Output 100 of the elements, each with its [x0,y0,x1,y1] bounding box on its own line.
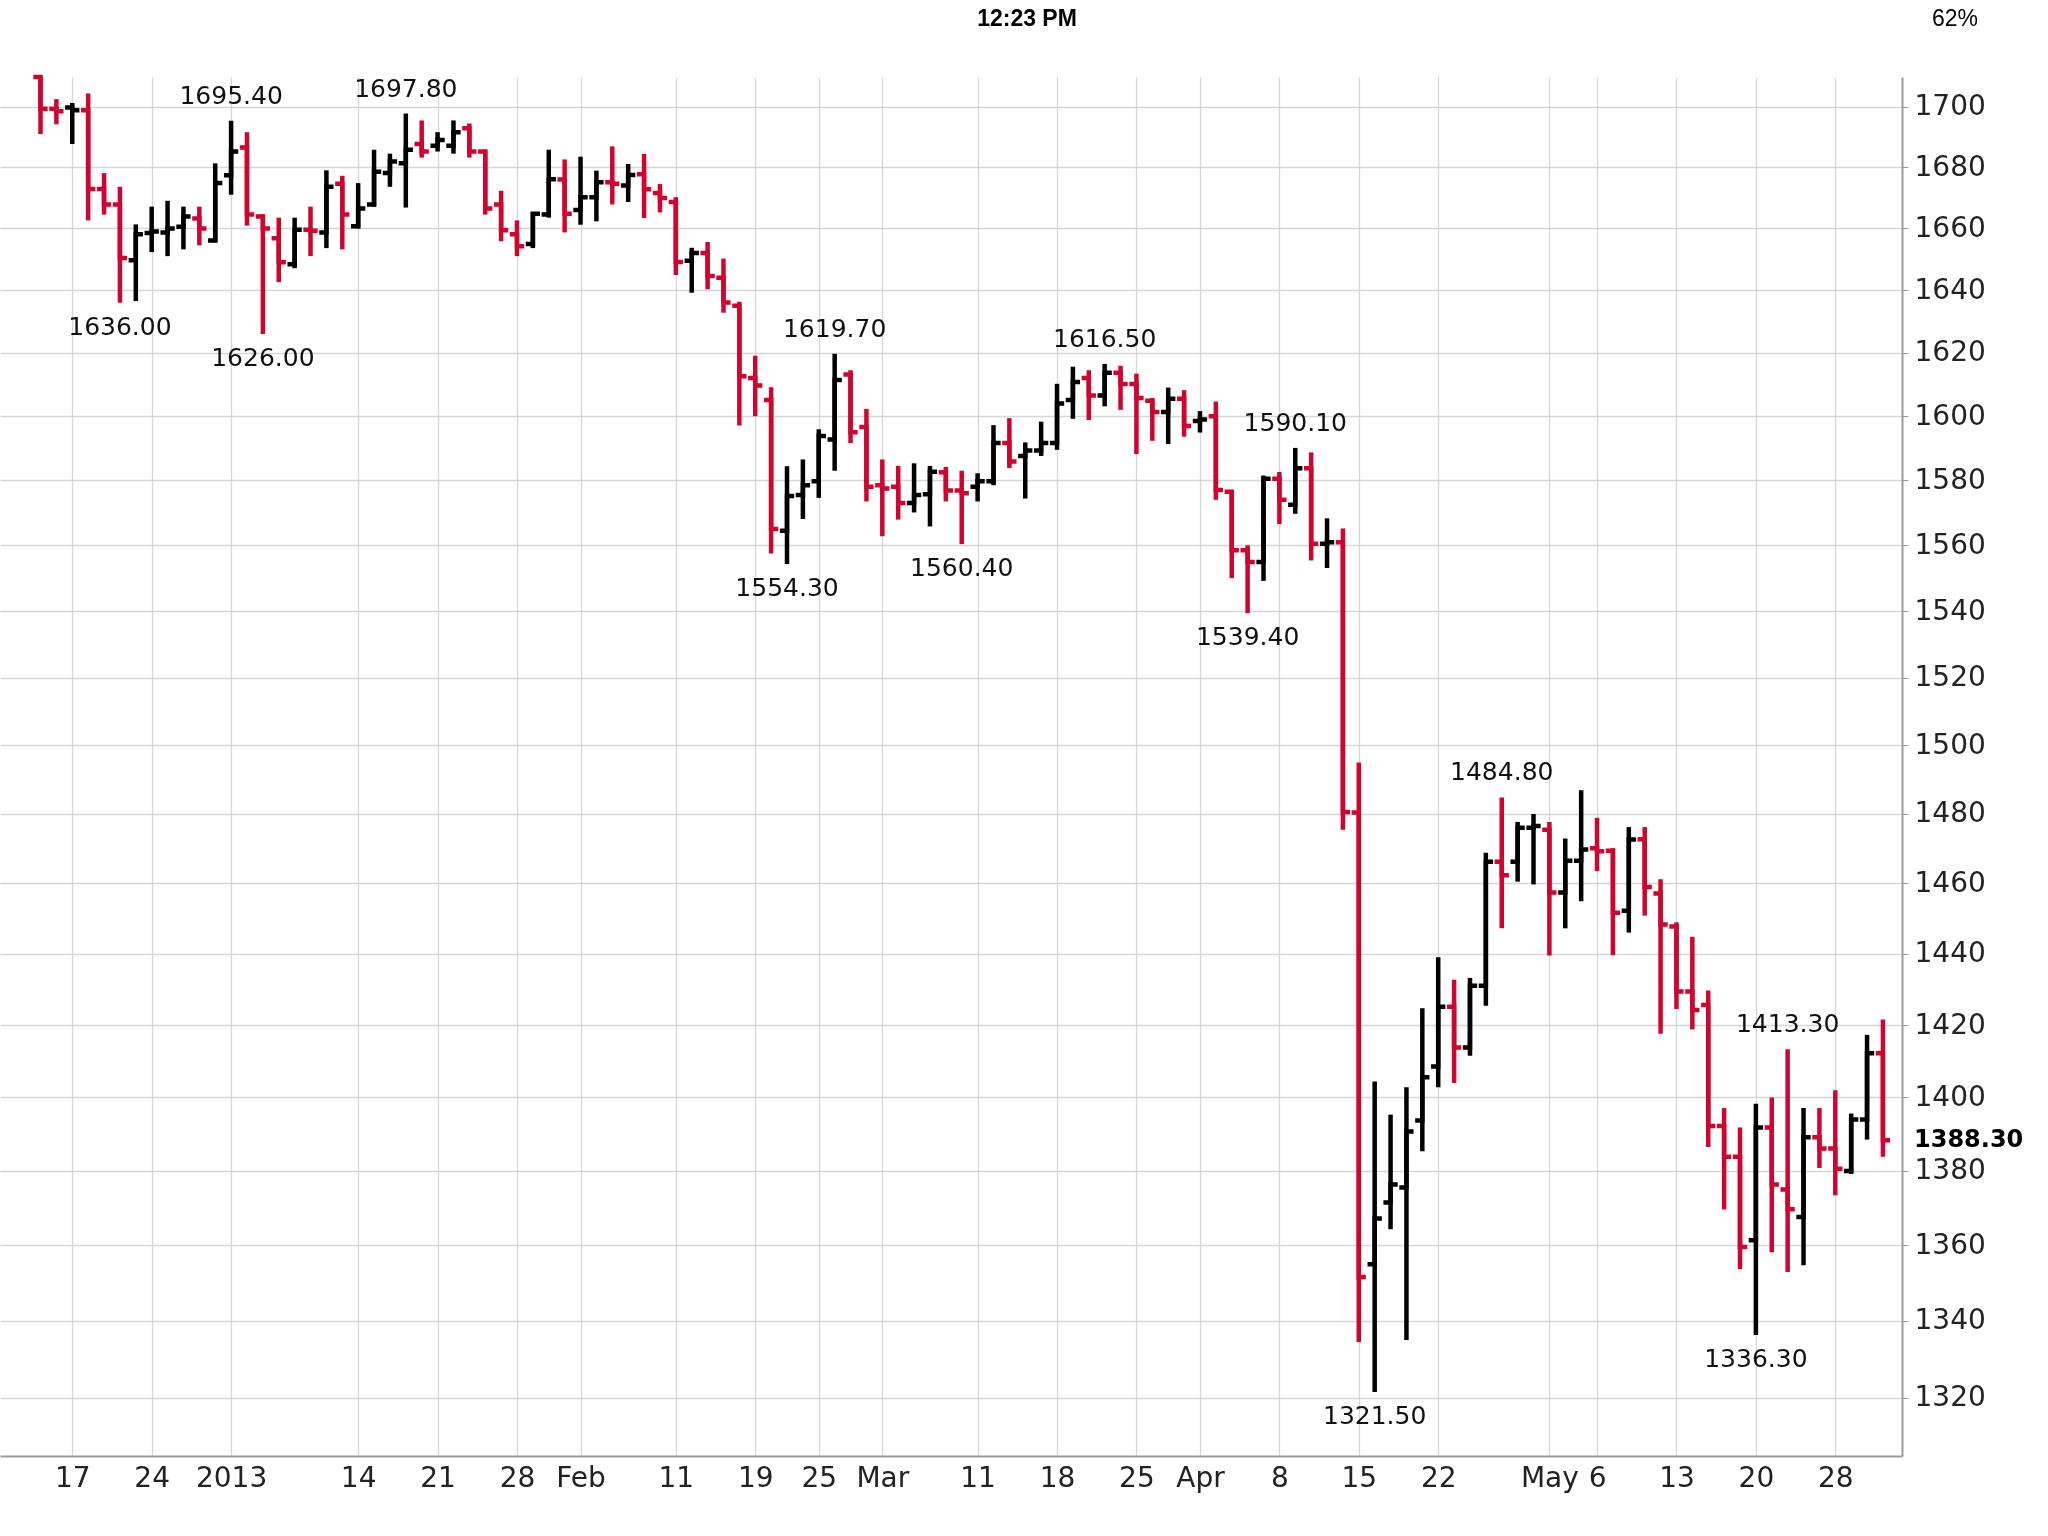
candlestick [761,387,781,554]
candlestick [523,211,543,249]
y-tick-label: 1360 [1914,1227,1986,1261]
text: 12:23 PM [977,5,1077,31]
y-tick-label: 1620 [1914,335,1986,369]
x-tick-label: 19 [737,1460,774,1494]
candlestick [1190,411,1210,433]
x-tick-label: Feb [556,1460,606,1494]
x-tick-label: 11 [658,1460,695,1494]
x-tick-label: 18 [1039,1460,1076,1494]
candlestick [189,206,209,246]
x-tick-label: 17 [54,1460,91,1494]
annotation: 1560.40 [910,553,1014,583]
x-tick-label: 2013 [195,1460,268,1494]
candlestick [1587,817,1607,872]
annotation: 1697.80 [354,73,458,103]
annotation: 1336.30 [1704,1344,1808,1374]
candlestick [920,465,940,527]
y-tick-label: 1540 [1914,593,1986,627]
annotation: 1554.30 [735,573,839,603]
x-tick-label: 6 [1588,1460,1607,1494]
annotation: 1539.40 [1195,622,1300,652]
candlestick [1698,990,1718,1147]
candlestick [237,132,257,226]
candlestick [110,186,130,303]
y-tick-label: 1400 [1914,1079,1986,1113]
y-tick-label: 1420 [1914,1007,1986,1041]
candlestick [841,370,860,444]
annotation: 1484.80 [1450,757,1554,787]
candlestick [1571,790,1591,902]
candlestick [507,220,527,257]
candlestick [1778,1049,1798,1273]
candlestick [1603,848,1623,956]
candlestick [126,224,146,302]
candlestick [1540,821,1559,956]
candlestick [1762,1097,1782,1253]
candlestick [1619,827,1639,933]
candlestick [1746,1103,1766,1336]
candlestick [1714,1108,1734,1210]
candlestick [825,353,845,471]
candlestick [1285,447,1305,514]
candlestick [1031,421,1051,456]
x-tick-label: 20 [1738,1460,1775,1494]
candlestick [999,418,1019,469]
candlestick [459,123,479,158]
candlestick [1301,452,1321,561]
text: 1388.30 [1914,1125,2024,1154]
candlestick [634,153,654,218]
candlestick [1079,370,1099,421]
candlestick [1873,1019,1893,1157]
candlestick [1047,383,1067,450]
candlestick [1730,1127,1750,1270]
y-tick-label: 1480 [1914,796,1986,830]
annotation: 1616.50 [1052,323,1157,353]
candlestick [936,466,956,502]
candlestick [682,247,702,293]
y-tick-label: 1460 [1914,865,1986,899]
candlestick [78,93,98,221]
annotation: 1695.40 [179,80,283,110]
candlestick [1095,363,1115,407]
annotation: 1413.30 [1735,1009,1840,1039]
candlestick [793,459,813,519]
candlestick [317,170,336,249]
y-tick-label: 1560 [1914,527,1986,561]
candlestick [62,103,82,144]
y-tick-label: 1520 [1914,660,1986,694]
text: 62% [1931,5,1979,31]
candlestick [602,146,622,205]
candlestick [1492,797,1512,929]
candlestick [888,465,908,520]
candlestick [777,466,797,565]
candlestick [301,206,320,257]
x-tick-label: 13 [1659,1460,1695,1494]
annotation: 1619.70 [782,313,887,343]
candlestick [904,463,924,513]
annotation: 1590.10 [1243,407,1347,437]
x-tick-label: 25 [801,1460,838,1494]
candlestick [364,149,384,207]
y-tick-label: 1640 [1914,272,1986,306]
candlestick [1841,1113,1861,1174]
candlestick [1269,472,1289,525]
candlestick [253,214,273,334]
y-tick-label: 1500 [1914,728,1986,761]
y-tick-label: 1340 [1914,1303,1986,1337]
candlestick [380,153,400,187]
y-tick-label: 1380 [1914,1153,1986,1187]
candlestick [1365,1081,1385,1392]
candlestick [1794,1108,1813,1266]
candlestick [348,183,368,229]
x-tick-label: Apr [1176,1460,1226,1494]
candlestick [809,429,829,498]
candlestick [1476,852,1496,1006]
candlestick [618,163,638,203]
candlestick [1254,475,1273,581]
x-tick-label: 8 [1270,1460,1289,1494]
candlestick [475,149,495,215]
candlestick [1158,387,1178,445]
y-tick-label: 1600 [1914,398,1986,432]
y-tick-label: 1680 [1914,149,1986,183]
candlestick [1063,366,1083,419]
